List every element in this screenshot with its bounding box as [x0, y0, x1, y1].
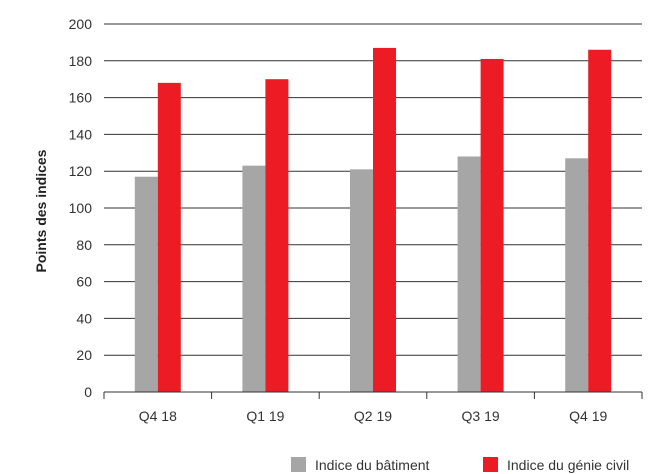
bars [134, 47, 612, 393]
y-tick-label: 60 [76, 274, 92, 290]
y-axis-title: Points des indices [33, 149, 49, 272]
x-axis [103, 391, 643, 399]
x-tick-label: Q1 19 [246, 408, 284, 424]
legend-label: Indice du génie civil [507, 457, 629, 473]
x-tick-label: Q4 19 [569, 408, 607, 424]
x-tick-label: Q3 19 [462, 408, 500, 424]
bar-genie-civil [265, 79, 289, 392]
bar-genie-civil [480, 58, 504, 393]
y-tick-label: 100 [69, 200, 93, 216]
bar-batiment [134, 176, 158, 392]
y-tick-label: 20 [76, 347, 92, 363]
legend: Indice du bâtiment Indice du génie civil [291, 457, 629, 473]
x-tick-labels: Q4 18 Q1 19 Q2 19 Q3 19 Q4 19 [139, 408, 608, 424]
bar-genie-civil [157, 82, 181, 392]
bar-batiment [457, 156, 481, 392]
bar-batiment [350, 169, 373, 392]
bar-batiment [565, 158, 589, 392]
legend-label: Indice du bâtiment [315, 457, 430, 473]
y-tick-label: 180 [69, 53, 93, 69]
y-tick-label: 0 [84, 384, 92, 400]
y-tick-label: 120 [69, 163, 93, 179]
bar-genie-civil [588, 49, 612, 392]
bar-genie-civil [373, 47, 396, 393]
y-tick-labels: 0 20 40 60 80 100 120 140 160 180 200 [69, 16, 93, 400]
y-tick-label: 140 [69, 126, 93, 142]
bar-batiment [242, 165, 266, 392]
legend-swatch [291, 457, 306, 472]
y-tick-label: 160 [69, 90, 93, 106]
y-tick-label: 40 [76, 310, 92, 326]
legend-swatch [483, 457, 498, 472]
y-tick-label: 80 [76, 237, 92, 253]
x-tick-label: Q2 19 [354, 408, 392, 424]
y-tick-label: 200 [69, 16, 93, 32]
x-tick-label: Q4 18 [139, 408, 177, 424]
